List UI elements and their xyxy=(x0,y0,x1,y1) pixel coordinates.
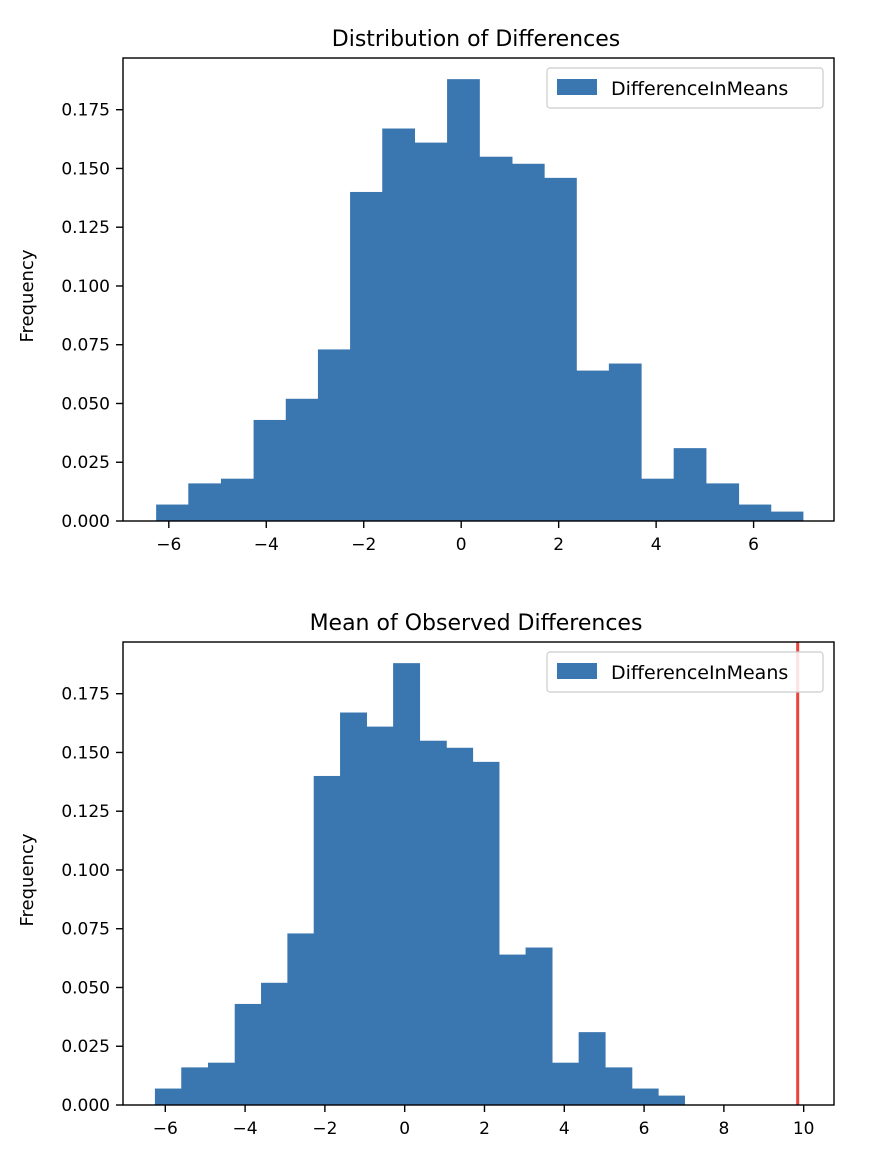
x-tick-label: −4 xyxy=(233,1119,258,1139)
histogram-bar xyxy=(382,128,416,521)
legend-swatch xyxy=(557,663,597,679)
histogram-bar xyxy=(641,478,675,521)
histogram-bar xyxy=(414,142,448,522)
y-tick-label: 0.125 xyxy=(61,802,110,822)
histogram-bar xyxy=(207,1062,236,1105)
bars xyxy=(154,663,685,1105)
chart-mean-of-observed-differences: Mean of Observed Differences Frequency −… xyxy=(17,611,835,1139)
histogram-bar xyxy=(156,504,189,521)
x-tick-label: 0 xyxy=(399,1119,410,1139)
y-tick-label: 0.150 xyxy=(61,743,110,763)
histogram-bar xyxy=(472,761,500,1105)
histogram-bar xyxy=(604,1067,633,1105)
histogram-bar xyxy=(631,1088,659,1105)
x-tick-label: −2 xyxy=(312,1119,337,1139)
histogram-bar xyxy=(576,370,610,521)
histogram-bar xyxy=(285,398,319,521)
histogram-bar xyxy=(770,511,804,521)
chart-title: Mean of Observed Differences xyxy=(310,611,643,636)
histogram-bar xyxy=(220,478,255,521)
y-tick-label: 0.150 xyxy=(61,159,110,179)
histogram-bar xyxy=(317,349,351,521)
y-tick-label: 0.000 xyxy=(61,512,110,532)
x-tick-label: 2 xyxy=(553,535,564,555)
chart-distribution-of-differences: Distribution of Differences Frequency −6… xyxy=(17,27,835,555)
x-tick-label: −6 xyxy=(153,1119,178,1139)
x-tick-label: 2 xyxy=(479,1119,490,1139)
y-tick-label: 0.025 xyxy=(61,1037,110,1057)
legend-box xyxy=(546,67,824,109)
x-tick-label: 8 xyxy=(718,1119,729,1139)
y-tick-label: 0.050 xyxy=(61,394,110,414)
plot-frame xyxy=(122,57,835,522)
bars xyxy=(156,79,804,522)
histogram-bar xyxy=(253,419,287,521)
histogram-bar xyxy=(447,79,480,522)
histogram-bar xyxy=(673,448,707,521)
y-axis-label: Frequency xyxy=(17,833,38,926)
y-tick-label: 0.100 xyxy=(61,277,110,297)
y-tick-label: 0.175 xyxy=(61,101,110,121)
histogram-bar xyxy=(261,982,288,1105)
histogram-bar xyxy=(705,483,740,521)
y-tick-label: 0.000 xyxy=(61,1096,110,1116)
histogram-bar xyxy=(234,1003,262,1105)
y-axis: 0.000 0.025 0.050 0.075 0.100 0.125 0.150 0.175 xyxy=(61,685,123,1116)
histogram-bar xyxy=(578,1032,606,1105)
legend: DifferenceInMeans xyxy=(546,651,824,693)
y-tick-label: 0.075 xyxy=(61,920,110,940)
histogram-bar xyxy=(188,483,222,521)
histogram-bar xyxy=(181,1067,209,1105)
histogram-bar xyxy=(313,775,341,1105)
y-tick-label: 0.025 xyxy=(61,453,110,473)
histogram-bar xyxy=(658,1095,685,1105)
histogram-bar xyxy=(511,163,545,521)
y-axis: 0.000 0.025 0.050 0.075 0.100 0.125 0.150 0.175 xyxy=(61,101,123,532)
x-tick-label: 0 xyxy=(456,535,467,555)
x-tick-label: 4 xyxy=(559,1119,570,1139)
y-tick-label: 0.175 xyxy=(61,685,110,705)
histogram-bar xyxy=(738,504,772,521)
x-tick-label: −2 xyxy=(351,535,376,555)
legend-swatch xyxy=(557,79,597,95)
x-tick-label: 10 xyxy=(793,1119,815,1139)
plot-frame xyxy=(122,641,835,1106)
x-tick-label: −4 xyxy=(254,535,279,555)
histogram-bar xyxy=(366,726,394,1105)
legend-label: DifferenceInMeans xyxy=(611,662,788,684)
legend-label: DifferenceInMeans xyxy=(611,78,788,100)
legend: DifferenceInMeans xyxy=(546,67,824,109)
y-axis-label: Frequency xyxy=(17,249,38,342)
y-tick-label: 0.100 xyxy=(61,861,110,881)
x-tick-label: 6 xyxy=(748,535,759,555)
histogram-bar xyxy=(498,954,527,1105)
legend-box xyxy=(546,651,824,693)
y-tick-label: 0.050 xyxy=(61,978,110,998)
histogram-bar xyxy=(287,933,315,1105)
histogram-bar xyxy=(479,156,513,521)
histogram-bar xyxy=(340,712,367,1105)
histogram-bar xyxy=(608,363,642,521)
histogram-bar xyxy=(154,1088,182,1105)
histogram-bar xyxy=(350,191,383,521)
histogram-bar xyxy=(525,947,553,1105)
x-axis: −6 −4 −2 0 2 4 6 xyxy=(156,521,759,555)
histogram-bar xyxy=(544,177,577,522)
chart-title: Distribution of Differences xyxy=(332,27,620,52)
x-tick-label: 4 xyxy=(651,535,662,555)
x-axis: −6 −4 −2 0 2 4 6 8 10 xyxy=(153,1105,815,1139)
x-tick-label: −6 xyxy=(156,535,181,555)
y-tick-label: 0.125 xyxy=(61,218,110,238)
histogram-bar xyxy=(393,663,421,1105)
histogram-bar xyxy=(419,740,447,1105)
y-tick-label: 0.075 xyxy=(61,336,110,356)
histogram-bar xyxy=(446,747,474,1105)
x-tick-label: 6 xyxy=(639,1119,650,1139)
histogram-bar xyxy=(551,1062,580,1105)
